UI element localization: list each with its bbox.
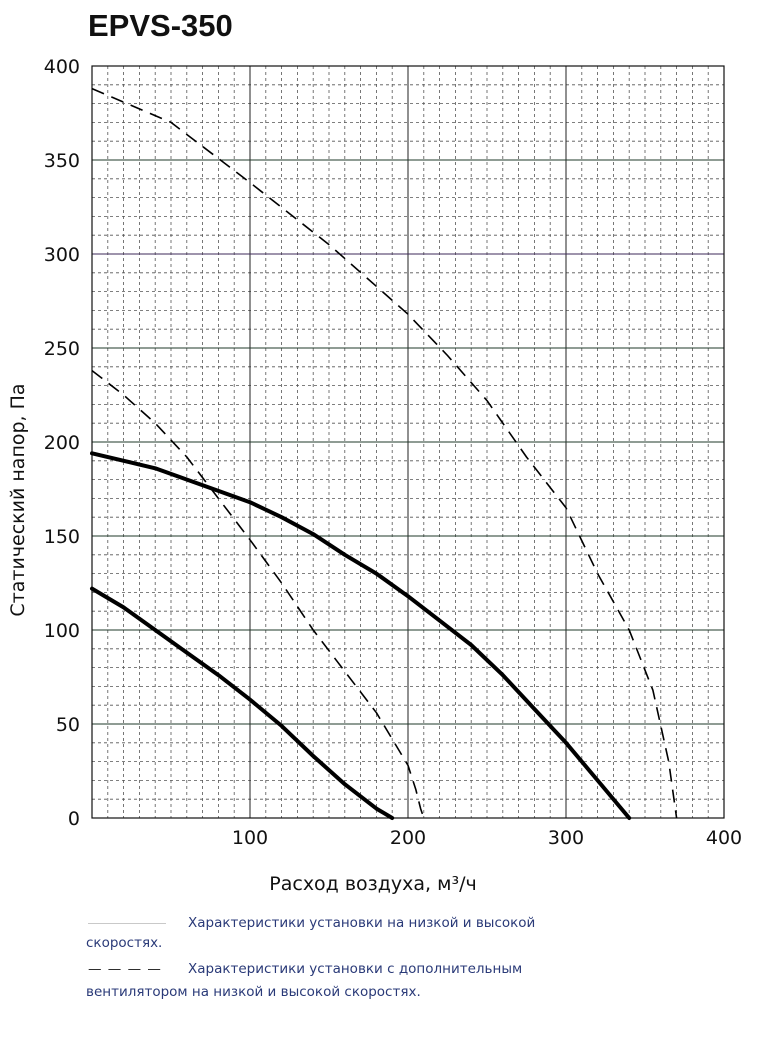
y-tick-label: 150 xyxy=(44,526,80,548)
legend-solid: Характеристики установки на низкой и выс… xyxy=(88,911,757,935)
legend-solid-text: Характеристики установки на низкой и выс… xyxy=(188,915,536,931)
legend-solid-text-cont: скоростях. xyxy=(86,935,163,951)
chart-title: EPVS-350 xyxy=(88,8,233,43)
x-tick-label: 100 xyxy=(232,827,268,849)
legend-solid-swatch xyxy=(88,922,166,924)
y-tick-label: 350 xyxy=(44,150,80,172)
series-line-3 xyxy=(91,369,425,819)
major-grid xyxy=(92,66,724,818)
y-tick-label: 300 xyxy=(44,244,80,266)
performance-chart: 0 50 100 150 200 250 300 350 400 100 200 300 400 Ра… xyxy=(7,56,742,895)
legend-dashed: — — — — Характеристики установки с дополн… xyxy=(88,957,757,981)
legend-dash-marker: — — — — xyxy=(88,961,162,977)
legend-dashed-text: Характеристики установки с дополнительны… xyxy=(188,961,523,977)
y-tick-label: 200 xyxy=(44,432,80,454)
series-line-1 xyxy=(90,586,395,820)
x-tick-label: 200 xyxy=(390,827,426,849)
plot-frame xyxy=(91,65,725,819)
y-tick-label: 100 xyxy=(44,620,80,642)
x-tick-label: 400 xyxy=(706,827,742,849)
y-tick-label: 250 xyxy=(44,338,80,360)
y-axis-label: Статический напор, Па xyxy=(7,383,29,616)
y-tick-label: 400 xyxy=(44,56,80,78)
x-axis-label: Расход воздуха, м³/ч xyxy=(269,873,476,895)
legend-dashed-text-cont: вентилятором на низкой и высокой скорост… xyxy=(86,984,421,1000)
series-line-4 xyxy=(91,87,678,819)
series-layer xyxy=(90,87,678,820)
x-tick-label: 300 xyxy=(548,827,584,849)
y-tick-label: 50 xyxy=(56,714,80,736)
legend-dashed-cont: вентилятором на низкой и высокой скорост… xyxy=(86,980,757,1004)
y-tick-label: 0 xyxy=(68,808,80,830)
x-tick-labels: 100 200 300 400 xyxy=(232,827,742,849)
legend-solid-cont: скоростях. xyxy=(86,931,757,955)
series-line-2 xyxy=(90,451,632,820)
y-tick-labels: 0 50 100 150 200 250 300 350 400 xyxy=(44,56,80,830)
